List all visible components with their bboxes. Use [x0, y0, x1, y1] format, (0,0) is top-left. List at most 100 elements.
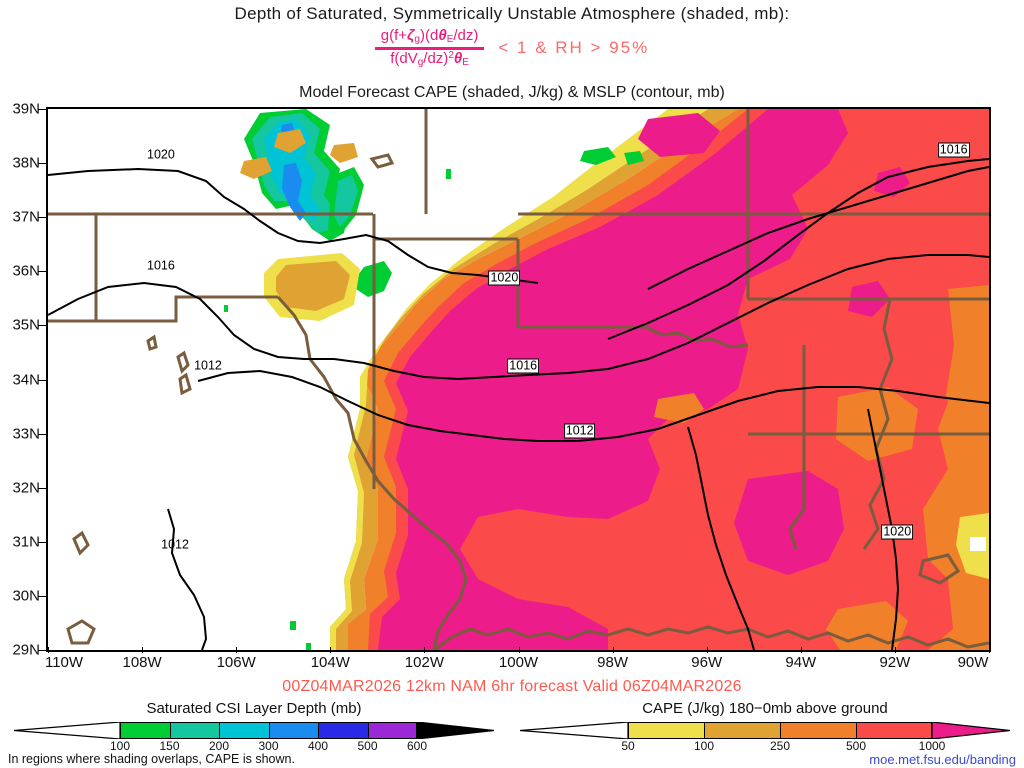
fraction-bar	[374, 46, 485, 50]
cape-nm-tan-4	[240, 157, 272, 179]
map-plot-area[interactable]: 1020 1016 1012 1012 1020 1016 1012 1016 1020	[46, 107, 991, 652]
map-canvas[interactable]	[48, 109, 989, 650]
lon-tick-label: 98W	[597, 654, 629, 671]
title-block: Depth of Saturated, Symmetrically Unstab…	[0, 0, 1024, 101]
formula-numerator: g(f+ζg)(dθE/dz)	[380, 27, 479, 45]
cape-band-1000	[378, 109, 848, 650]
contour-1016-ne2	[607, 158, 989, 340]
colorbar-segment[interactable]	[367, 722, 417, 739]
colorbar-csi-strip[interactable]	[13, 721, 495, 740]
cape-nm-tan-2	[276, 261, 350, 311]
border-rio-grande	[276, 296, 468, 650]
lon-tick-mark	[894, 647, 896, 653]
lon-tick-mark	[800, 647, 802, 653]
lon-tick-mark	[236, 647, 238, 653]
page-subtitle: Model Forecast CAPE (shaded, J/kg) & MSL…	[299, 84, 725, 101]
colorbar-cape-ticks: 50 100 250 500 1000	[520, 739, 1010, 755]
contour-1012-nw	[197, 369, 989, 442]
colorbar-cape-strip[interactable]	[519, 721, 1011, 740]
colorbar-tick-label: 600	[406, 739, 428, 753]
lon-tick-label: 106W	[216, 654, 256, 671]
colorbar-cape[interactable]: CAPE (J/kg) 180−0mb above ground 50 100 25…	[519, 700, 1011, 756]
contour-value-label: 1012	[161, 537, 189, 551]
lat-tick-mark	[38, 163, 46, 165]
colorbar-tick-label: 500	[845, 739, 867, 753]
contour-value-label: 1012	[194, 358, 222, 373]
lon-tick-mark	[989, 647, 990, 653]
contour-value-label: 1016	[147, 258, 175, 273]
colorbar-tick-label: 400	[307, 739, 329, 753]
state-borders	[48, 109, 989, 650]
lon-tick-mark	[612, 647, 614, 653]
lat-tick-mark	[38, 595, 46, 597]
cape-blob-b	[752, 111, 814, 149]
lat-tick-label: 35N	[12, 316, 40, 334]
contour-value-label: 1016	[507, 358, 540, 374]
colorbar-segment[interactable]	[169, 722, 219, 739]
lake-5	[918, 553, 961, 585]
csi-speck-2	[224, 305, 228, 312]
lat-tick-mark	[38, 487, 46, 489]
contour-1016-nw	[48, 254, 989, 381]
colorbar-under-arrow	[13, 721, 121, 740]
colorbar-segment[interactable]	[628, 722, 704, 739]
lon-tick-label: 92W	[879, 654, 911, 671]
colorbar-tick-label: 500	[357, 739, 378, 753]
csi-speck-4	[290, 621, 296, 630]
lat-tick-mark	[38, 271, 46, 273]
colorbar-tick-label: 100	[109, 739, 131, 753]
contour-value-label: 1020	[488, 270, 521, 286]
lat-tick-mark	[38, 325, 46, 327]
colorbar-segment[interactable]	[318, 722, 368, 739]
criterion-formula: g(f+ζg)(dθE/dz) f(dVg/dz)2θE < 1 & RH > …	[0, 27, 1024, 69]
csi-band-300	[282, 163, 306, 221]
lake-3	[72, 530, 90, 556]
colorbar-csi[interactable]: Saturated CSI Layer Depth (mb) 100 150 200…	[13, 700, 495, 756]
latitude-axis: 39N 38N 37N 36N 35N 34N 33N 32N 31N 30N 29N	[0, 101, 46, 659]
lon-tick-mark	[142, 647, 144, 653]
cape-blob-g	[654, 393, 704, 423]
overlap-note: In regions where shading overlaps, CAPE …	[8, 752, 295, 766]
lon-tick-mark	[706, 647, 708, 653]
lake-4	[66, 619, 96, 645]
colorbar-segment[interactable]	[120, 722, 170, 739]
colorbar-over-arrow	[931, 721, 1011, 740]
colorbar-segment[interactable]	[219, 722, 269, 739]
colorbar-segment[interactable]	[780, 722, 856, 739]
colorbar-csi-ticks: 100 150 200 300 400 500 600	[14, 739, 494, 755]
lon-tick-label: 108W	[122, 654, 162, 671]
lon-tick-mark	[48, 647, 49, 653]
lon-tick-label: 90W	[957, 654, 989, 671]
contour-value-label: 1016	[937, 142, 970, 158]
forecast-valid-string: 00Z04MAR2026 12km NAM 6hr forecast Valid…	[282, 678, 742, 695]
lat-tick-mark	[38, 217, 46, 219]
lat-tick-mark	[38, 109, 46, 110]
formula-condition: < 1 & RH > 95%	[498, 38, 650, 58]
csi-speck-7	[624, 151, 644, 165]
lon-tick-label: 96W	[691, 654, 723, 671]
contour-value-label: 1020	[147, 147, 175, 162]
cape-blob-f	[826, 601, 908, 650]
border-ms-river	[862, 298, 894, 550]
lat-tick-label: 32N	[12, 479, 40, 497]
lake-6	[369, 153, 395, 169]
page-title: Depth of Saturated, Symmetrically Unstab…	[234, 4, 790, 23]
lake-2	[178, 372, 192, 396]
colorbar-segment[interactable]	[856, 722, 932, 739]
cape-hole-white	[970, 537, 986, 551]
cape-blob-e	[836, 387, 918, 461]
contour-value-label: 1020	[881, 524, 914, 540]
cape-nm-tan-3	[274, 129, 306, 153]
lon-tick-label: 102W	[404, 654, 444, 671]
colorbar-segment[interactable]	[268, 722, 318, 739]
source-link[interactable]: moe.met.fsu.edu/banding	[869, 752, 1016, 767]
csi-speck-6	[580, 147, 616, 165]
colorbar-segment[interactable]	[704, 722, 780, 739]
formula-denominator: f(dVg/dz)2θE	[390, 49, 469, 68]
lon-tick-label: 100W	[498, 654, 539, 671]
colorbar-tick-label: 50	[621, 739, 635, 753]
colorbar-tick-label: 200	[208, 739, 230, 753]
border-red-river	[645, 325, 749, 349]
border-nm-tx-s	[96, 295, 278, 323]
